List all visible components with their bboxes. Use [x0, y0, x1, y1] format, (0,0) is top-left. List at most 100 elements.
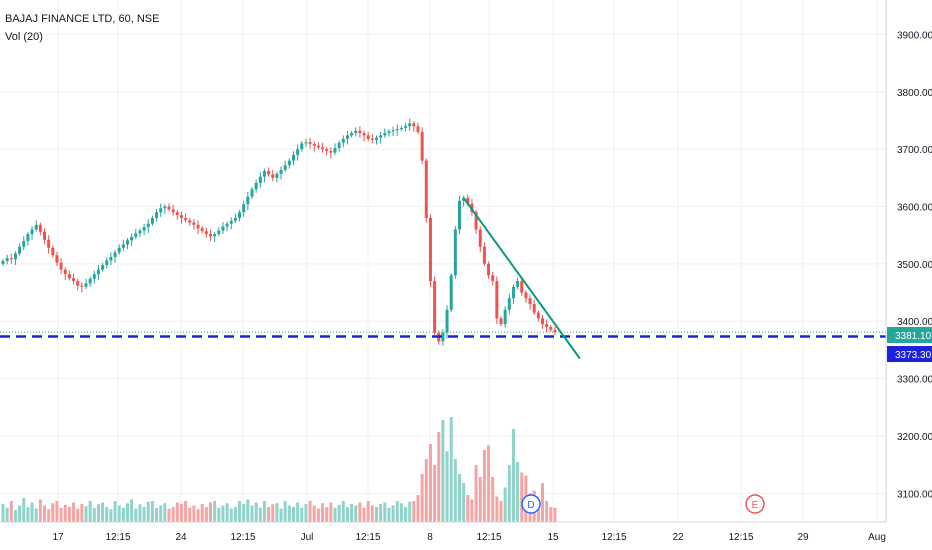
time-tick-label[interactable]: 29 [797, 532, 809, 543]
time-tick-label[interactable]: 8 [427, 532, 433, 543]
volume-bar [271, 504, 275, 522]
candle-body [383, 133, 387, 136]
volume-bar [134, 508, 138, 522]
candle-body [175, 212, 179, 216]
candle-body [341, 138, 345, 143]
volume-bar [499, 501, 503, 522]
symbol-title[interactable]: BAJAJ FINANCE LTD, 60, NSE [5, 13, 160, 25]
earnings-marker-label[interactable]: E [752, 500, 759, 511]
candle-body [126, 240, 129, 245]
time-tick-label[interactable]: 12:15 [728, 532, 753, 543]
volume-bar [88, 501, 92, 522]
candle-body [358, 130, 362, 134]
candle-body [138, 230, 142, 234]
candle-body [375, 137, 378, 140]
volume-bar [545, 501, 549, 522]
volume-bar [59, 507, 63, 522]
price-tick-label[interactable]: 3600.00 [897, 203, 932, 214]
candle-body [26, 234, 30, 241]
price-tick-label[interactable]: 3200.00 [897, 432, 932, 443]
time-tick-label[interactable]: 15 [547, 532, 559, 543]
volume-bar [549, 507, 553, 522]
trendline[interactable] [462, 197, 581, 360]
volume-indicator-label[interactable]: Vol (20) [5, 31, 43, 43]
volume-bar [507, 465, 511, 522]
drawings[interactable] [0, 197, 886, 360]
volume-bar [375, 507, 378, 522]
volume-bar [412, 501, 416, 522]
candle-body [404, 126, 408, 128]
price-tick-label[interactable]: 3900.00 [897, 30, 932, 41]
candle-body [213, 234, 217, 237]
volume-bar [192, 505, 196, 522]
time-axis[interactable]: 17 12:15 24 12:15 Jul 12:15 8 12:15 15 12:15 22 12:… [52, 532, 885, 543]
candle-body [217, 230, 221, 235]
price-tick-label[interactable]: 3300.00 [897, 375, 932, 386]
candle-body [113, 252, 117, 257]
time-tick-label[interactable]: Aug [868, 532, 886, 543]
candle-body [499, 318, 503, 325]
candle-body [84, 283, 88, 287]
hline-price-tag: 3373.30 [895, 350, 932, 361]
candle-body [250, 189, 254, 197]
candle-body [329, 150, 333, 153]
time-tick-label[interactable]: 12:15 [476, 532, 501, 543]
price-tick-label[interactable]: 3500.00 [897, 260, 932, 271]
volume-bar [387, 507, 391, 522]
candle-body [76, 281, 80, 286]
volume-bar [233, 507, 237, 522]
time-tick-label[interactable]: 12:15 [355, 532, 380, 543]
earnings-marker-icon[interactable] [745, 494, 765, 514]
volume-bar [51, 503, 55, 522]
price-tick-label[interactable]: 3700.00 [897, 145, 932, 156]
volume-bar [13, 510, 17, 522]
volume-bar [109, 509, 113, 522]
volume-bar [188, 507, 192, 522]
dividend-marker-icon[interactable] [521, 494, 541, 514]
volume-bar [146, 501, 150, 522]
price-tick-label[interactable]: 3800.00 [897, 88, 932, 99]
volume-bar [316, 508, 320, 522]
time-tick-label[interactable]: 17 [52, 532, 64, 543]
time-tick-label[interactable]: 12:15 [105, 532, 130, 543]
candle-body [80, 285, 84, 287]
candle-body [30, 229, 34, 235]
candle-body [13, 253, 17, 260]
volume-bar [217, 507, 221, 522]
time-tick-label[interactable]: 12:15 [230, 532, 255, 543]
candle-body [545, 324, 549, 327]
price-tick-label[interactable]: 3100.00 [897, 489, 932, 500]
volume-bar [408, 501, 412, 522]
volume-bar [179, 504, 183, 522]
price-axis[interactable]: 3900.00 3800.00 3700.00 3600.00 3500.00 3400.… [897, 30, 932, 500]
dividend-marker-label[interactable]: D [527, 500, 534, 511]
volume-bar [283, 501, 287, 522]
candle-body [92, 274, 96, 279]
candle-body [478, 229, 482, 247]
volume-bar [424, 459, 428, 522]
time-tick-label[interactable]: 12:15 [601, 532, 626, 543]
candle-body [296, 149, 300, 155]
candle-body [163, 206, 167, 209]
volume-bar [275, 503, 279, 522]
price-tick-label[interactable]: 3400.00 [897, 317, 932, 328]
candle-body [117, 247, 121, 253]
candle-body [428, 217, 432, 282]
candle-body [466, 197, 470, 204]
candle-body [553, 329, 557, 333]
time-tick-label[interactable]: Jul [301, 532, 314, 543]
candle-body [179, 215, 183, 218]
candle-body [146, 223, 150, 228]
time-tick-label[interactable]: 24 [175, 532, 187, 543]
volume-bar [47, 509, 51, 522]
candle-body [150, 217, 154, 224]
time-tick-label[interactable]: 22 [672, 532, 684, 543]
volume-bar [221, 505, 225, 522]
volume-bar [258, 507, 262, 522]
candle-body [188, 220, 192, 223]
volume-bar [55, 501, 59, 522]
volume-bar [254, 502, 258, 522]
